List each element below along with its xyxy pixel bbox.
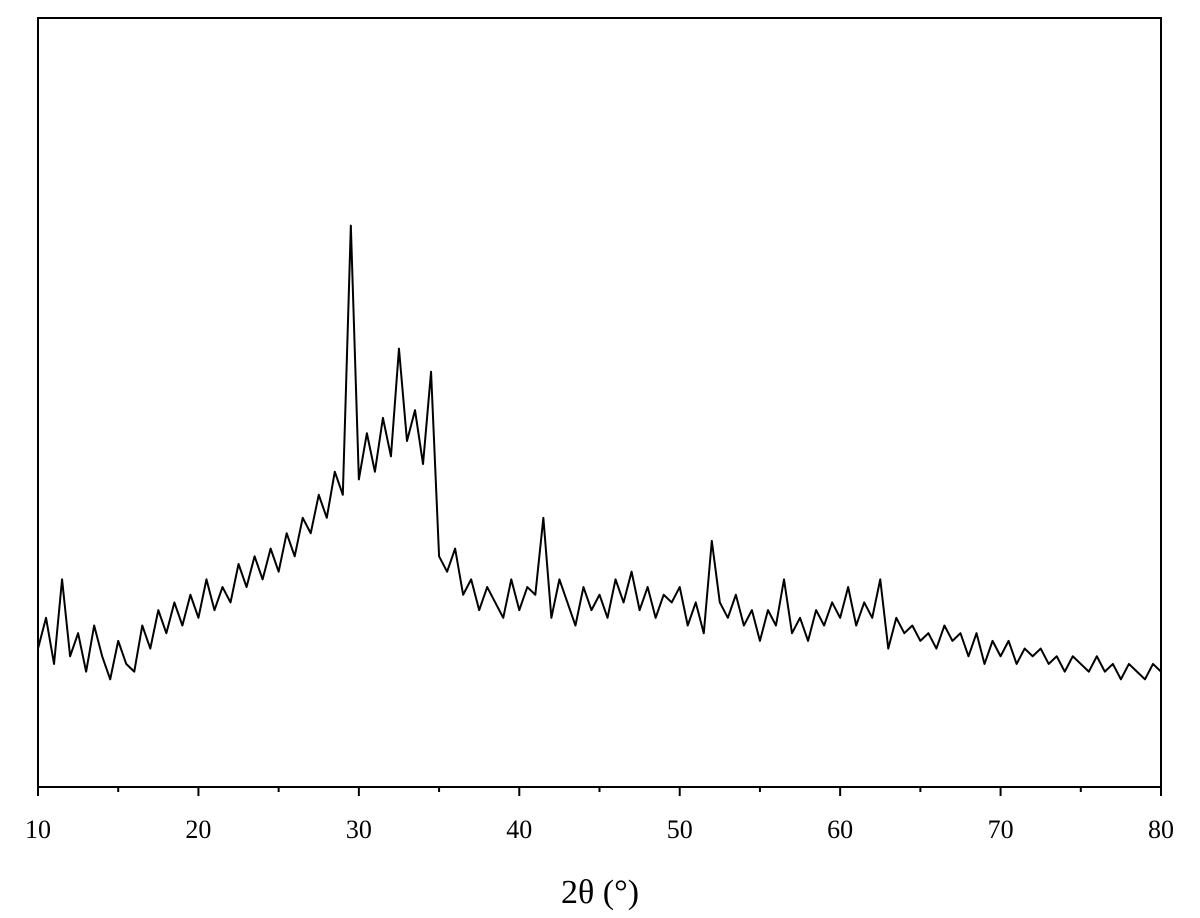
x-tick-label: 10 — [25, 815, 51, 844]
x-tick-label: 50 — [667, 815, 693, 844]
plot-frame — [37, 17, 1162, 788]
x-tick-label: 40 — [506, 815, 532, 844]
x-tick-label: 80 — [1148, 815, 1174, 844]
x-axis-label: 2θ (°) — [561, 874, 639, 911]
data-line — [37, 224, 1162, 681]
x-tick-label: 70 — [988, 815, 1014, 844]
x-tick-label: 30 — [346, 815, 372, 844]
x-tick-label: 20 — [185, 815, 211, 844]
x-tick-label: 60 — [827, 815, 853, 844]
